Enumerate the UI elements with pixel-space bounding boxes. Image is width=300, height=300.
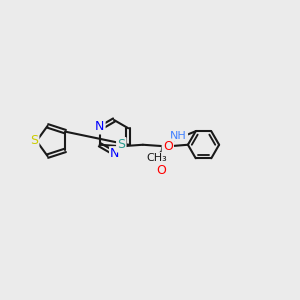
- Text: CH₃: CH₃: [146, 153, 167, 163]
- Text: O: O: [163, 140, 173, 153]
- Text: N: N: [95, 120, 104, 133]
- Text: O: O: [157, 164, 166, 177]
- Text: N: N: [110, 147, 120, 161]
- Text: S: S: [30, 134, 38, 148]
- Text: NH: NH: [170, 131, 187, 141]
- Text: S: S: [117, 138, 125, 151]
